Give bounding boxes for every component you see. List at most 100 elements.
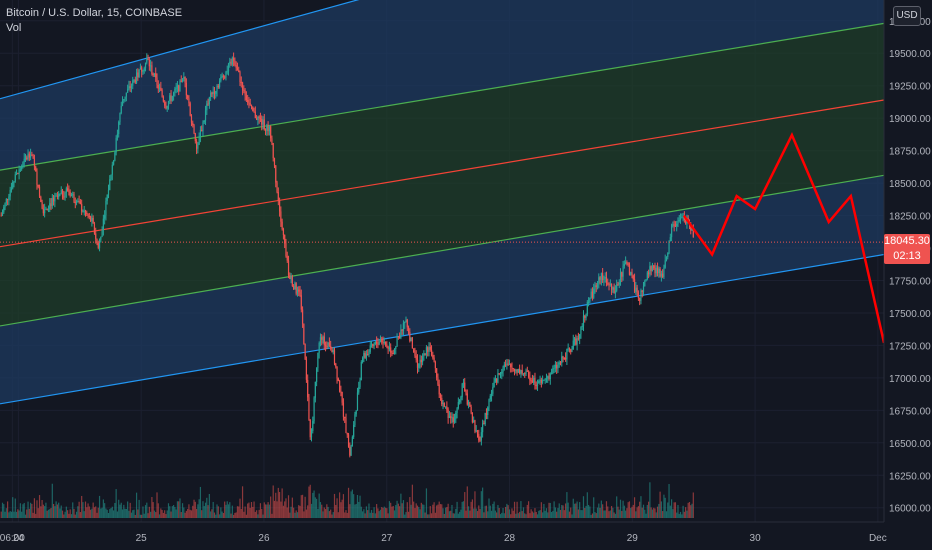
volume-bar xyxy=(101,507,103,518)
volume-bar xyxy=(621,510,623,518)
price-tick-label: 17500.00 xyxy=(889,309,931,320)
candle-body xyxy=(636,287,638,293)
candle-body xyxy=(245,95,247,100)
volume-bar xyxy=(453,513,456,518)
candle-body xyxy=(630,272,632,275)
candle-body xyxy=(190,115,193,123)
candle-body xyxy=(349,446,351,456)
volume-bar xyxy=(409,497,411,518)
volume-bar xyxy=(13,511,15,518)
candle-body xyxy=(539,379,541,381)
volume-bar xyxy=(132,510,134,518)
volume-bar xyxy=(97,507,99,518)
candle-body xyxy=(23,158,25,163)
candle-body xyxy=(198,136,200,145)
candle-body xyxy=(361,357,364,362)
volume-bar xyxy=(322,511,324,518)
volume-bar xyxy=(119,504,121,518)
projection-path[interactable] xyxy=(682,132,886,344)
candle-body xyxy=(455,412,457,419)
volume-bar xyxy=(337,512,339,518)
volume-bar xyxy=(390,502,392,518)
candle-body xyxy=(10,188,13,191)
price-tick-label: 19250.00 xyxy=(889,82,931,93)
volume-bar xyxy=(262,514,264,518)
candle-body xyxy=(605,276,608,284)
candle-body xyxy=(63,196,65,198)
bar-countdown: 02:13 xyxy=(893,250,921,263)
channel-lines[interactable] xyxy=(0,0,885,405)
candle-body xyxy=(22,162,24,168)
candle-body xyxy=(121,100,124,106)
volume-bar xyxy=(414,508,416,518)
volume-bar xyxy=(383,506,385,518)
volume-bar xyxy=(36,500,38,518)
candle-body xyxy=(46,208,48,210)
candle-body xyxy=(561,356,563,363)
candle-body xyxy=(632,275,634,280)
candle-body xyxy=(17,173,19,175)
volume-bar xyxy=(492,503,494,518)
candle-body xyxy=(471,412,473,423)
candle-body xyxy=(604,276,606,279)
volume-bar xyxy=(226,501,228,518)
volume-bar xyxy=(155,512,157,518)
candle-body xyxy=(259,118,262,120)
candle-body xyxy=(565,357,567,360)
currency-button[interactable]: USD xyxy=(893,6,921,26)
volume-bar xyxy=(218,514,221,518)
candle-body xyxy=(225,71,227,78)
candle-body xyxy=(591,291,594,298)
volume-bar xyxy=(295,510,297,518)
volume-bar xyxy=(345,510,347,518)
candle-body xyxy=(61,190,64,197)
candle-body xyxy=(179,80,181,92)
volume-bar xyxy=(502,508,504,518)
volume-bar xyxy=(534,508,536,518)
volume-bar xyxy=(568,511,571,518)
volume-bar xyxy=(317,508,319,518)
volume-bar xyxy=(507,505,509,518)
candle-body xyxy=(599,277,601,280)
candle-body xyxy=(460,397,462,400)
candle-body xyxy=(185,83,187,96)
symbol-title[interactable]: Bitcoin / U.S. Dollar, 15, COINBASE xyxy=(6,7,183,19)
volume-bar xyxy=(612,507,614,518)
candle-body xyxy=(367,354,369,356)
volume-label[interactable]: Vol xyxy=(6,22,22,34)
volume-bar xyxy=(548,502,550,518)
candle-body xyxy=(511,367,513,369)
candle-body xyxy=(109,179,111,191)
candle-body xyxy=(88,216,90,218)
candle-body xyxy=(450,416,452,419)
candle-body xyxy=(56,195,59,198)
candle-body xyxy=(566,348,568,360)
volume-bar xyxy=(687,502,689,518)
candle-body xyxy=(536,383,539,387)
candle-body xyxy=(144,62,147,69)
volume-bar xyxy=(277,487,279,518)
volume-bar xyxy=(496,512,498,518)
time-axis-panel[interactable] xyxy=(0,522,884,550)
volume-bar xyxy=(347,487,350,518)
candle-body xyxy=(368,351,370,355)
volume-bar xyxy=(427,514,429,518)
volume-bar xyxy=(662,511,664,518)
volume-bar xyxy=(222,513,225,518)
volume-bar xyxy=(118,499,120,518)
volume-bar xyxy=(386,508,388,518)
candle-body xyxy=(590,291,592,298)
volume-bar xyxy=(10,511,13,518)
candle-body xyxy=(562,356,564,358)
volume-bar xyxy=(484,505,486,518)
candle-body xyxy=(459,399,461,403)
volume-bar xyxy=(356,495,359,518)
volume-bar xyxy=(677,504,679,518)
candle-body xyxy=(187,95,189,99)
volume-bar xyxy=(676,512,678,518)
volume-bar xyxy=(193,499,195,518)
volume-bar xyxy=(123,504,125,518)
candle-body xyxy=(488,399,490,408)
volume-bar xyxy=(110,508,112,518)
